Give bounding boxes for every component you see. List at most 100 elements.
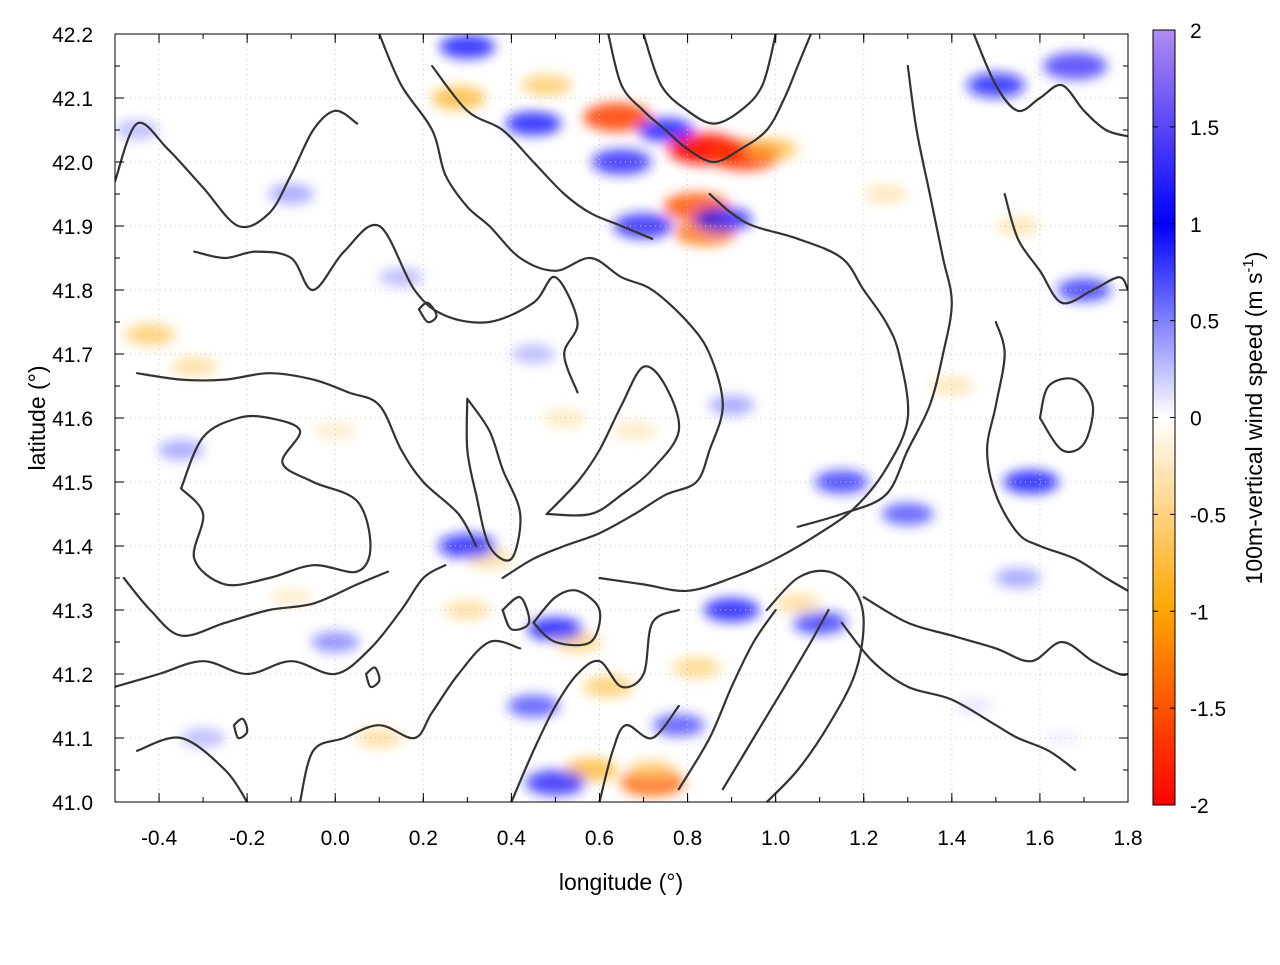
heat-cell-9 (125, 324, 176, 346)
heat-cell-46 (311, 631, 360, 653)
heat-cell-21 (542, 408, 586, 428)
contour-line-1 (193, 223, 579, 394)
y-tick-label-10: 42.0 (52, 152, 93, 175)
colorbar-title-main: 100m-vertical wind speed (m s (1241, 273, 1267, 585)
heat-cell-22 (314, 421, 357, 440)
contour-line-21 (840, 621, 1077, 772)
x-tick-label-11: 1.8 (1113, 827, 1142, 850)
x-tick-label-8: 1.2 (849, 827, 878, 850)
cbar-tick-label-7: -1.5 (1190, 698, 1226, 721)
heatmap-field (115, 34, 1111, 797)
contour-line-17 (1003, 192, 1128, 305)
y-axis-title: latitude (°) (24, 365, 50, 470)
heat-cell-6 (431, 86, 486, 110)
heat-cell-19 (863, 184, 908, 204)
contour-line-23 (721, 608, 830, 791)
heat-cell-29 (693, 207, 752, 233)
x-tick-label-5: 0.6 (585, 827, 614, 850)
contour-line-30 (232, 717, 249, 740)
heat-cell-43 (703, 598, 760, 622)
x-axis-title: longitude (°) (559, 869, 683, 895)
contour-line-15 (796, 64, 953, 528)
y-tick-label-11: 42.1 (52, 88, 93, 111)
y-axis: 41.0 41.1 41.2 41.3 41.4 41.5 41.6 41.7 41.8 41.9… (52, 24, 1128, 815)
contour-line-0 (115, 109, 359, 229)
y-tick-label-8: 41.8 (52, 280, 93, 303)
heat-cell-38 (814, 470, 869, 494)
x-tick-label-2: 0.0 (321, 827, 350, 850)
x-tick-label-6: 0.8 (673, 827, 702, 850)
heat-cell-53 (954, 697, 994, 715)
heat-cell-27 (591, 149, 652, 175)
heat-cell-7 (521, 74, 572, 96)
y-tick-label-4: 41.4 (52, 536, 93, 559)
colorbar-ticks: 2 1.5 1 0.5 0 -0.5 -1 -1.5 -2 (1153, 20, 1226, 818)
contour-line-16 (972, 34, 1128, 138)
heat-cell-49 (379, 267, 424, 287)
x-tick-label-9: 1.4 (937, 827, 967, 850)
y-tick-label-0: 41.0 (52, 792, 93, 815)
x-tick-label-4: 0.4 (497, 827, 527, 850)
y-tick-label-3: 41.3 (52, 600, 93, 623)
x-tick-label-3: 0.2 (409, 827, 438, 850)
contour-line-6 (135, 736, 249, 802)
y-tick-label-9: 41.9 (52, 216, 93, 239)
heat-cell-48 (268, 184, 315, 204)
colorbar-title: 100m-vertical wind speed (m s-1) (1240, 252, 1267, 585)
heat-cell-39 (438, 533, 497, 559)
contour-line-20 (862, 596, 1128, 677)
heat-cell-16 (356, 728, 403, 748)
heat-cell-8 (745, 138, 798, 161)
contour-line-27 (532, 589, 602, 647)
heat-cell-13 (672, 657, 721, 678)
contour-line-28 (501, 595, 531, 631)
heat-cell-45 (652, 714, 705, 737)
colorbar-title-superscript: -1 (1240, 259, 1257, 272)
y-tick-label-7: 41.7 (52, 344, 93, 367)
contour-line-12 (607, 34, 812, 164)
contour-line-2 (135, 372, 478, 548)
heat-cell-42 (507, 694, 560, 718)
heat-cell-15 (444, 600, 491, 620)
y-tick-label-12: 42.2 (52, 24, 93, 47)
cbar-tick-label-2: 1 (1190, 214, 1202, 237)
contour-line-31 (364, 666, 381, 689)
heat-cell-25 (628, 759, 677, 781)
heat-cell-44 (792, 611, 847, 635)
y-tick-label-1: 41.1 (52, 728, 93, 751)
heat-cell-32 (439, 34, 496, 59)
heat-cell-51 (708, 395, 755, 416)
x-tick-label-7: 1.0 (761, 827, 790, 850)
heat-cell-36 (1003, 470, 1060, 494)
contour-line-7 (298, 639, 522, 802)
heat-cell-18 (929, 376, 974, 396)
heat-cell-47 (158, 440, 205, 460)
y-tick-label-5: 41.5 (52, 472, 93, 495)
contour-line-14 (598, 192, 910, 593)
contour-line-11 (545, 365, 681, 517)
cbar-tick-label-6: -1 (1190, 601, 1209, 624)
contour-line-29 (417, 301, 438, 324)
heat-cell-12 (583, 676, 634, 698)
y-tick-label-2: 41.2 (52, 664, 93, 687)
heat-cell-41 (525, 770, 586, 796)
contour-line-19 (1038, 377, 1095, 453)
contour-line-22 (765, 569, 865, 802)
colorbar-title-suffix: ) (1241, 252, 1267, 260)
contour-line-3 (180, 414, 372, 587)
heat-cell-54 (1042, 729, 1081, 747)
heat-cell-28 (613, 213, 674, 239)
x-tick-label-0: -0.4 (141, 827, 178, 850)
heat-cell-50 (511, 344, 556, 364)
heat-cell-2 (583, 102, 652, 132)
contour-line-26 (598, 704, 680, 802)
y-tick-label-6: 41.6 (52, 408, 93, 431)
heat-cell-20 (995, 216, 1040, 236)
colorbar: 2 1.5 1 0.5 0 -0.5 -1 -1.5 -2 100m-vertical wind… (1152, 20, 1267, 818)
heatmap-blobs (115, 34, 1111, 797)
contour-line-13 (642, 34, 777, 125)
x-tick-label-10: 1.6 (1025, 827, 1054, 850)
contour-line-10 (465, 397, 522, 562)
x-axis: -0.4 -0.2 0.0 0.2 0.4 0.6 0.8 1.0 1.2 1.4 1.6 1.8 (114, 34, 1143, 850)
